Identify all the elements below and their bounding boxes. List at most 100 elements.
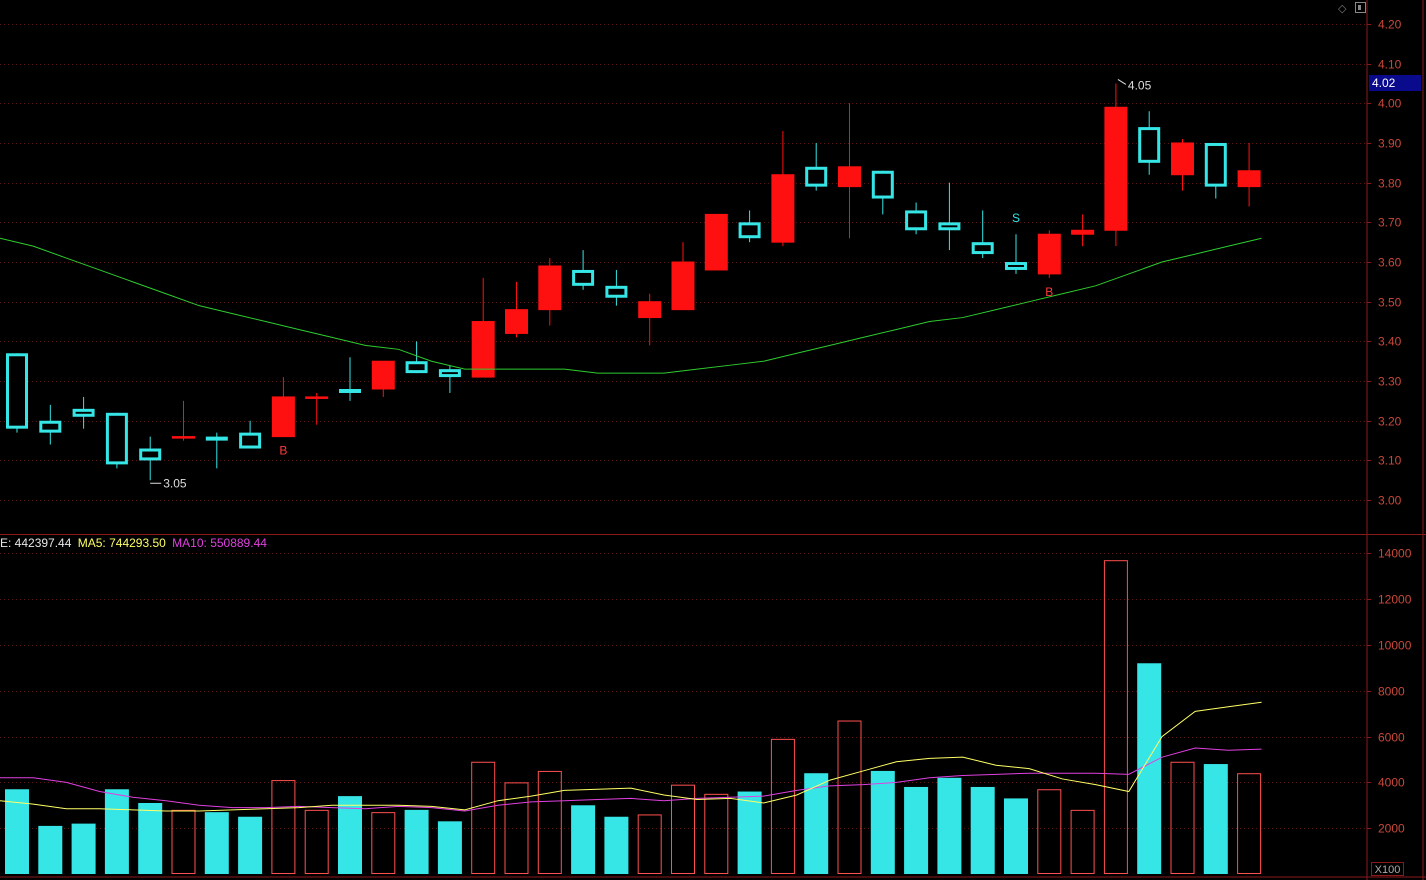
volume-bar-up [1070, 809, 1095, 875]
candle-body-up [371, 360, 395, 390]
signal-s: S [1012, 211, 1020, 225]
volume-bar-down [138, 802, 163, 874]
volume-bar-down [71, 823, 96, 874]
signal-b: B [279, 444, 287, 458]
volume-bar-down [1203, 764, 1228, 874]
diamond-icon[interactable]: ◇ [1338, 3, 1347, 15]
candle-body-down [605, 285, 628, 298]
volume-bar-down [1004, 798, 1028, 874]
volume-bar-up [671, 784, 695, 875]
candle-body-down [139, 448, 162, 461]
candle-body-down [405, 361, 428, 374]
volume-bar-up [837, 720, 862, 875]
price-tick-label: 3.10 [1378, 454, 1402, 468]
price-tick-label: 3.80 [1378, 177, 1402, 191]
volume-bar-down [437, 821, 462, 874]
window-toggle-icon[interactable] [1355, 2, 1366, 13]
volume-tick-label: 8000 [1378, 685, 1405, 699]
candle-body-down [871, 170, 894, 199]
candle-body-down [339, 388, 361, 393]
candle-body-down [205, 436, 228, 441]
volume-tick-label: 2000 [1378, 822, 1405, 836]
volume-tick-label: 14000 [1378, 547, 1412, 561]
price-tick-label: 3.70 [1378, 216, 1402, 230]
candle-body-down [905, 210, 928, 231]
ma5-value: MA5: 744293.50 [77, 536, 166, 550]
volume-bar-down [204, 812, 229, 874]
volume-indicator-header: E: 442397.44 MA5: 744293.50 MA10: 550889… [0, 536, 267, 550]
volume-bar-down [737, 791, 762, 874]
candle-body-up [271, 396, 295, 438]
candle-body-up [471, 321, 495, 378]
volume-bar-up [304, 809, 329, 875]
candle-body-down [6, 353, 28, 429]
volume-bar-up [637, 814, 662, 874]
volume-bar-down [804, 773, 829, 874]
candle-body-up [638, 301, 662, 319]
vol-value: E: 442397.44 [0, 536, 72, 550]
volume-bar-up [171, 809, 196, 875]
volume-bar-down [604, 816, 629, 874]
candle-body-up [505, 309, 528, 334]
volume-bar-down [338, 796, 362, 874]
price-tick-label: 3.30 [1378, 375, 1402, 389]
volume-bar-up [704, 793, 729, 874]
volume-bar-up [537, 770, 562, 874]
volume-bar-up [371, 812, 396, 874]
candle-body-down [1204, 142, 1227, 187]
volume-ma10-line [0, 747, 1262, 812]
volume-tick-label: 4000 [1378, 776, 1405, 790]
candle-body-down [105, 412, 128, 465]
candle-body-down [72, 408, 95, 417]
candle-body-up [1037, 233, 1061, 275]
candle-body-down [239, 432, 262, 449]
candle-body-down [738, 222, 761, 239]
volume-bar-down [904, 786, 929, 874]
volume-bar-up [1237, 773, 1262, 874]
candle-body-down [39, 420, 62, 433]
volume-unit-label: X100 [1371, 862, 1404, 876]
candle-body-up [1071, 229, 1095, 235]
candle-body-up [1237, 170, 1261, 188]
volume-tick-label: 6000 [1378, 731, 1405, 745]
volume-bar-down [870, 770, 895, 874]
volume-bar-up [1170, 761, 1195, 874]
high-annotation: 4.05 [1128, 78, 1152, 92]
price-tick-label: 4.10 [1378, 58, 1402, 72]
volume-bar-down [404, 809, 429, 874]
volume-bar-down [571, 805, 596, 874]
price-tick-label: 4.20 [1378, 18, 1402, 32]
candle-body-down [805, 166, 828, 187]
volume-bar-down [104, 789, 129, 874]
candle-body-down [1005, 262, 1027, 270]
volume-bar-down [970, 786, 995, 874]
low-annotation: 3.05 [163, 476, 187, 490]
volume-bar-down [38, 825, 63, 874]
volume-bar-up [1037, 789, 1062, 874]
candle-body-down [438, 369, 461, 378]
volume-bar-up [770, 738, 795, 874]
candle-body-up [1104, 106, 1128, 231]
volume-bar-up [271, 780, 296, 874]
volume-bar-down [1137, 663, 1162, 874]
price-tick-label: 3.20 [1378, 415, 1402, 429]
price-ma-line [0, 237, 1262, 374]
candle-body-up [771, 174, 795, 243]
candle-body-up [671, 261, 695, 311]
price-tick-label: 3.00 [1378, 494, 1402, 508]
ma10-value: MA10: 550889.44 [172, 536, 267, 550]
volume-tick-label: 10000 [1378, 639, 1412, 653]
volume-bar-up [504, 782, 529, 874]
volume-bar-up [471, 761, 496, 874]
candle-body-up [1171, 142, 1194, 176]
current-price-tag: 4.02 [1369, 75, 1421, 91]
candle-body-up [838, 166, 861, 188]
price-tick-label: 3.40 [1378, 335, 1402, 349]
volume-bar-down [238, 816, 263, 874]
volume-ma5-line [0, 701, 1262, 812]
candle-body-down [572, 269, 595, 286]
price-tick-label: 3.50 [1378, 296, 1402, 310]
price-tick-label: 3.90 [1378, 137, 1402, 151]
volume-bar-down [937, 777, 962, 874]
